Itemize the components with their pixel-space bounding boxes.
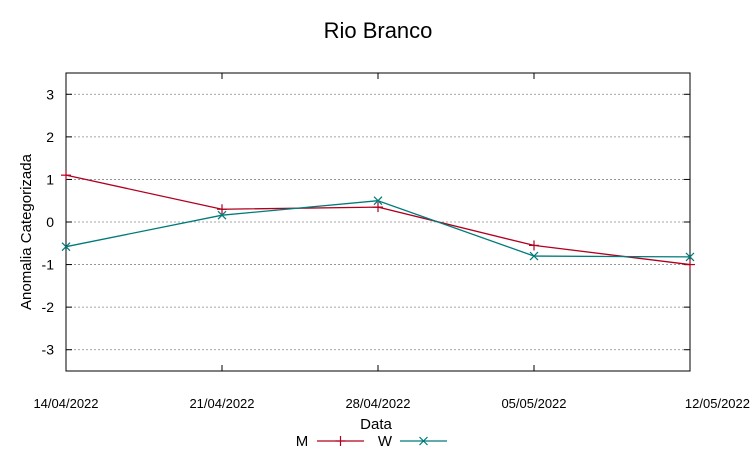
data-point-m xyxy=(373,202,383,213)
x-tick-label: 21/04/2022 xyxy=(189,396,254,411)
data-point-m xyxy=(529,240,539,251)
x-tick-label: 14/04/2022 xyxy=(33,396,98,411)
y-tick-label: 3 xyxy=(46,86,54,102)
data-point-w xyxy=(529,251,539,261)
data-point-m xyxy=(61,170,71,181)
y-axis-label: Anomalia Categorizada xyxy=(18,153,35,310)
data-point-m xyxy=(217,204,227,215)
y-axis: -3 -2 -1 0 1 2 3 xyxy=(42,86,690,358)
x-tick-label: 28/04/2022 xyxy=(345,396,410,411)
legend-marker-m xyxy=(335,436,346,446)
x-tick-label: 05/05/2022 xyxy=(501,396,566,411)
legend-marker-w xyxy=(419,436,428,446)
y-tick-label: -3 xyxy=(42,342,55,358)
data-point-m xyxy=(685,259,695,270)
chart-title: Rio Branco xyxy=(324,18,433,43)
legend-label-w: W xyxy=(378,433,393,450)
y-tick-label: -1 xyxy=(42,257,55,273)
x-tick-label: 12/05/2022 xyxy=(685,396,750,411)
data-point-w xyxy=(373,196,383,206)
grid xyxy=(66,93,690,351)
y-tick-label: 1 xyxy=(46,171,54,187)
data-point-w xyxy=(217,210,227,220)
series-line-m xyxy=(65,174,691,266)
legend-label-m: M xyxy=(296,433,309,450)
y-tick-label: 0 xyxy=(46,214,54,230)
data-point-w xyxy=(61,242,71,252)
y-tick-label: -2 xyxy=(42,299,55,315)
x-axis-label: Data xyxy=(360,416,392,433)
series-layer xyxy=(61,170,695,270)
x-axis: 14/04/2022 21/04/2022 28/04/2022 05/05/2022… xyxy=(33,73,750,411)
y-tick-label: 2 xyxy=(46,129,54,145)
data-point-w xyxy=(685,252,695,262)
